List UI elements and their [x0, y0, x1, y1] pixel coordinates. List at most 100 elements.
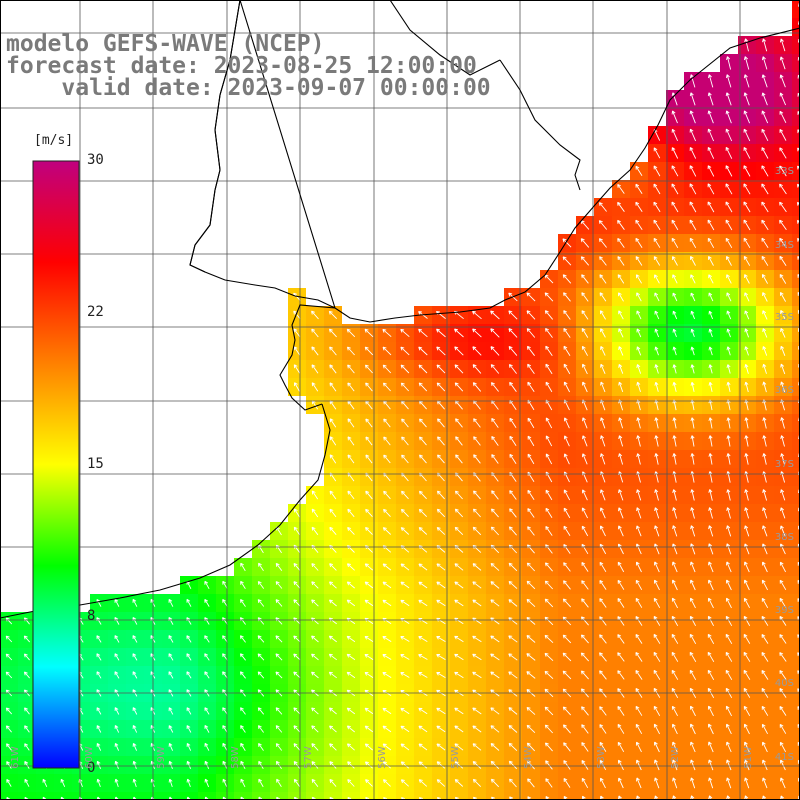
wind-arrow — [618, 292, 624, 302]
wind-arrow — [508, 310, 518, 320]
wind-arrow — [436, 490, 445, 500]
wind-arrow — [96, 742, 102, 751]
wind-arrow — [726, 795, 731, 800]
wind-arrow — [96, 760, 102, 769]
wind-arrow — [328, 310, 338, 320]
wind-arrow — [762, 328, 768, 338]
wind-arrow — [258, 760, 264, 769]
wind-arrow — [635, 165, 643, 177]
wind-cell — [792, 306, 800, 324]
wind-arrow — [618, 435, 624, 447]
wind-arrow — [545, 526, 553, 536]
wind-arrow — [526, 544, 535, 554]
wind-cell — [792, 486, 800, 504]
wind-arrow — [329, 418, 337, 428]
wind-arrow — [418, 490, 427, 500]
lon-label: 57W — [302, 746, 314, 769]
wind-arrow — [293, 310, 301, 320]
wind-arrow — [618, 363, 624, 374]
wind-arrow — [726, 381, 731, 392]
wind-arrow — [635, 183, 643, 195]
wind-arrow — [672, 489, 677, 501]
border-river — [189, 0, 241, 273]
wind-arrow — [690, 417, 695, 429]
wind-arrow — [346, 581, 355, 589]
wind-arrow — [383, 490, 391, 500]
wind-cell — [270, 792, 288, 800]
wind-arrow — [762, 292, 768, 302]
wind-arrow — [472, 508, 481, 518]
wind-arrow — [490, 635, 500, 643]
wind-arrow — [761, 237, 769, 249]
wind-arrow — [545, 544, 553, 554]
wind-arrow — [636, 292, 642, 302]
wind-arrow — [582, 417, 588, 429]
wind-arrow — [239, 671, 246, 679]
wind-arrow — [329, 508, 337, 518]
wind-arrow — [726, 310, 732, 320]
wind-arrow — [779, 652, 787, 662]
wind-arrow — [240, 742, 246, 751]
wind-arrow — [527, 489, 535, 500]
wind-arrow — [96, 653, 102, 661]
wind-arrow — [6, 743, 12, 751]
wind-arrow — [544, 310, 554, 320]
wind-cell — [576, 792, 594, 800]
wind-cell — [54, 792, 72, 800]
wind-cell — [558, 792, 576, 800]
wind-cell — [792, 198, 800, 216]
wind-arrow — [508, 653, 518, 661]
wind-arrow — [96, 725, 102, 733]
wind-arrow — [617, 579, 625, 590]
wind-arrow — [780, 453, 785, 465]
wind-arrow — [779, 706, 787, 716]
wind-arrow — [707, 597, 714, 609]
wind-arrow — [672, 256, 678, 266]
wind-arrow — [744, 759, 750, 771]
wind-arrow — [545, 417, 553, 429]
wind-arrow — [472, 526, 482, 536]
wind-arrow — [618, 381, 624, 393]
wind-arrow — [490, 617, 500, 625]
wind-arrow — [689, 651, 697, 663]
wind-arrow — [635, 256, 643, 266]
wind-arrow — [744, 310, 750, 320]
wind-arrow — [708, 364, 713, 374]
wind-arrow — [690, 274, 696, 284]
wind-arrow — [436, 382, 446, 392]
wind-cell — [288, 792, 306, 800]
wind-arrow — [454, 382, 464, 392]
lon-label: 58W — [229, 746, 241, 769]
wind-arrow — [294, 382, 300, 392]
wind-cell — [594, 792, 612, 800]
wind-arrow — [617, 183, 625, 194]
wind-arrow — [708, 777, 714, 789]
wind-arrow — [653, 561, 660, 573]
wind-arrow — [418, 328, 428, 338]
wind-arrow — [418, 707, 428, 715]
wind-arrow — [562, 274, 572, 284]
wind-arrow — [490, 778, 500, 788]
wind-arrow — [311, 617, 319, 625]
wind-arrow — [365, 779, 373, 787]
wind-arrow — [526, 580, 536, 590]
wind-arrow — [726, 561, 732, 573]
wind-arrow — [382, 581, 392, 589]
wind-arrow — [581, 489, 588, 501]
wind-arrow — [418, 779, 428, 787]
wind-arrow — [761, 183, 769, 195]
wind-arrow — [311, 707, 319, 715]
wind-arrow — [672, 328, 677, 338]
wind-arrow — [725, 201, 733, 213]
wind-arrow — [257, 617, 265, 625]
wind-arrow — [419, 418, 427, 428]
wind-arrow — [418, 382, 428, 392]
wind-arrow — [454, 653, 464, 661]
wind-cell — [792, 72, 800, 90]
wind-arrow — [544, 652, 554, 662]
wind-arrow — [779, 741, 786, 753]
wind-arrow — [364, 328, 374, 338]
wind-arrow — [240, 707, 246, 715]
wind-arrow — [509, 778, 517, 788]
wind-arrow — [653, 183, 661, 195]
